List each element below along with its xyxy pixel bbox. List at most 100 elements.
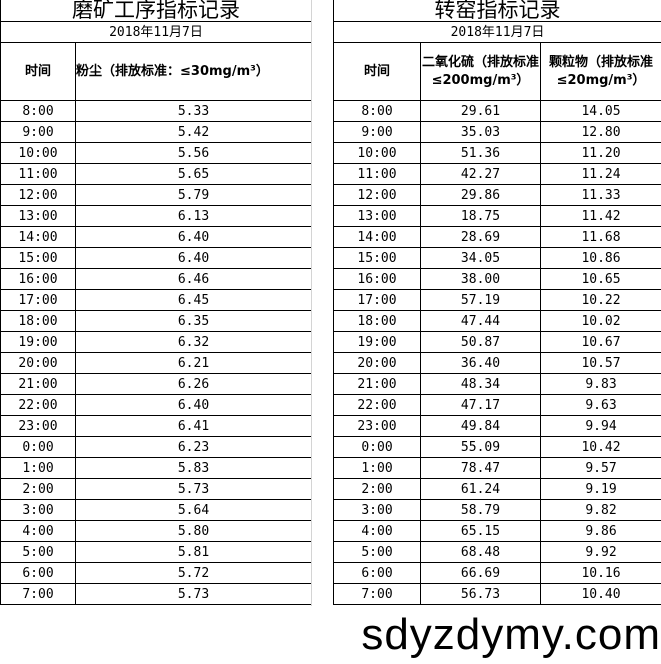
particles-cell: 11.24 — [541, 164, 661, 185]
dust-cell: 5.64 — [76, 500, 312, 521]
dust-cell: 6.46 — [76, 269, 312, 290]
particles-cell: 9.82 — [541, 500, 661, 521]
so2-cell: 29.61 — [421, 101, 541, 122]
so2-cell: 42.27 — [421, 164, 541, 185]
time-cell: 17:00 — [334, 290, 421, 311]
time-cell: 13:00 — [1, 206, 76, 227]
dust-cell: 6.41 — [76, 416, 312, 437]
time-cell: 13:00 — [334, 206, 421, 227]
dust-cell: 5.73 — [76, 584, 312, 605]
time-cell: 0:00 — [334, 437, 421, 458]
so2-cell: 65.15 — [421, 521, 541, 542]
dust-cell: 6.35 — [76, 311, 312, 332]
particles-cell: 14.05 — [541, 101, 661, 122]
time-cell: 15:00 — [334, 248, 421, 269]
so2-cell: 61.24 — [421, 479, 541, 500]
so2-cell: 66.69 — [421, 563, 541, 584]
particles-cell: 9.94 — [541, 416, 661, 437]
time-cell: 9:00 — [1, 122, 76, 143]
grinding-table: 磨矿工序指标记录 2018年11月7日 时间粉尘（排放标准：≤30mg/m³） … — [0, 0, 312, 605]
dust-cell: 6.21 — [76, 353, 312, 374]
right-date: 2018年11月7日 — [334, 22, 661, 43]
time-cell: 23:00 — [334, 416, 421, 437]
right-header-particles: 颗粒物（排放标准≤20mg/m³） — [541, 43, 661, 101]
so2-cell: 57.19 — [421, 290, 541, 311]
watermark: sdyzdymy.com — [0, 606, 661, 664]
dust-cell: 5.72 — [76, 563, 312, 584]
so2-cell: 29.86 — [421, 185, 541, 206]
time-cell: 2:00 — [1, 479, 76, 500]
so2-cell: 48.34 — [421, 374, 541, 395]
time-cell: 22:00 — [1, 395, 76, 416]
time-cell: 22:00 — [334, 395, 421, 416]
time-cell: 8:00 — [334, 101, 421, 122]
time-cell: 19:00 — [1, 332, 76, 353]
time-cell: 6:00 — [334, 563, 421, 584]
left-header-time: 时间 — [1, 43, 76, 101]
time-cell: 12:00 — [1, 185, 76, 206]
right-title: 转窑指标记录 — [334, 0, 661, 22]
particles-cell: 10.42 — [541, 437, 661, 458]
dust-cell: 5.65 — [76, 164, 312, 185]
particles-cell: 10.16 — [541, 563, 661, 584]
particles-cell: 10.40 — [541, 584, 661, 605]
time-cell: 11:00 — [1, 164, 76, 185]
kiln-table: 转窑指标记录 2018年11月7日 时间二氧化硫（排放标准≤200mg/m³）颗… — [333, 0, 661, 605]
time-cell: 21:00 — [1, 374, 76, 395]
so2-cell: 28.69 — [421, 227, 541, 248]
time-cell: 8:00 — [1, 101, 76, 122]
so2-cell: 58.79 — [421, 500, 541, 521]
dust-cell: 6.23 — [76, 437, 312, 458]
so2-cell: 36.40 — [421, 353, 541, 374]
particles-cell: 10.57 — [541, 353, 661, 374]
time-cell: 21:00 — [334, 374, 421, 395]
dust-cell: 5.80 — [76, 521, 312, 542]
time-cell: 2:00 — [334, 479, 421, 500]
dust-cell: 6.40 — [76, 395, 312, 416]
particles-cell: 9.83 — [541, 374, 661, 395]
dust-cell: 5.73 — [76, 479, 312, 500]
time-cell: 1:00 — [334, 458, 421, 479]
time-cell: 0:00 — [1, 437, 76, 458]
time-cell: 18:00 — [334, 311, 421, 332]
time-cell: 12:00 — [334, 185, 421, 206]
time-cell: 3:00 — [1, 500, 76, 521]
particles-cell: 9.92 — [541, 542, 661, 563]
time-cell: 5:00 — [334, 542, 421, 563]
right-header-so2: 二氧化硫（排放标准≤200mg/m³） — [421, 43, 541, 101]
so2-cell: 49.84 — [421, 416, 541, 437]
so2-cell: 50.87 — [421, 332, 541, 353]
particles-cell: 11.33 — [541, 185, 661, 206]
so2-cell: 55.09 — [421, 437, 541, 458]
so2-cell: 35.03 — [421, 122, 541, 143]
time-cell: 1:00 — [1, 458, 76, 479]
particles-cell: 10.86 — [541, 248, 661, 269]
so2-cell: 18.75 — [421, 206, 541, 227]
